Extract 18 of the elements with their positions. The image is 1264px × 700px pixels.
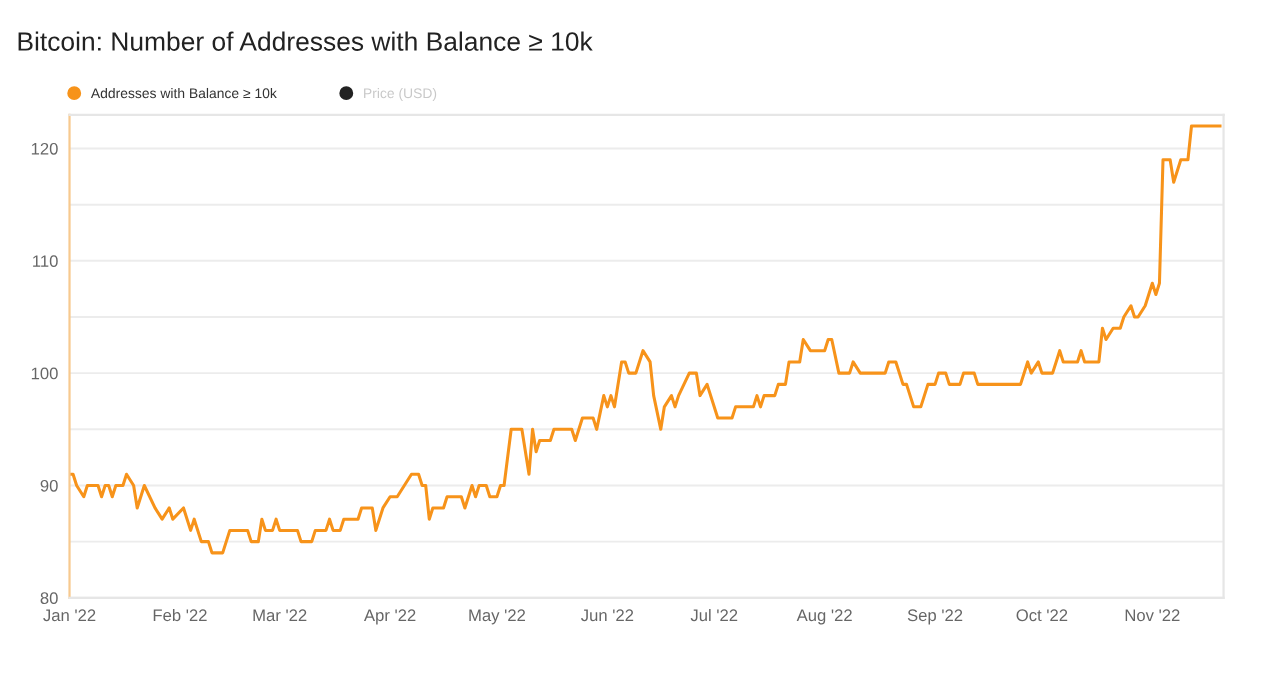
y-tick-label: 80 [40, 592, 58, 604]
y-tick-label: 90 [40, 479, 58, 492]
x-tick-label: Oct '22 [1016, 609, 1068, 622]
x-tick-label: Jan '22 [43, 609, 96, 622]
y-tick-label: 110 [33, 255, 58, 268]
x-tick-label: Jun '22 [581, 609, 634, 622]
x-tick-label: Nov '22 [1125, 609, 1180, 622]
chart-title: Bitcoin: Number of Addresses with Balance ≥ 10k [18, 31, 593, 51]
y-tick-label: 120 [31, 142, 58, 155]
line-series [69, 124, 1222, 555]
y-tick-label: 100 [31, 367, 58, 380]
x-tick-label: Apr '22 [363, 609, 416, 625]
x-tick-label: Mar '22 [253, 609, 307, 622]
x-tick-label: Sep '22 [907, 609, 963, 625]
x-tick-label: Feb '22 [153, 608, 207, 622]
x-tick-label: May '22 [469, 609, 526, 625]
x-tick-label: Jul '22 [690, 608, 738, 622]
x-tick-label: Aug '22 [796, 609, 852, 625]
